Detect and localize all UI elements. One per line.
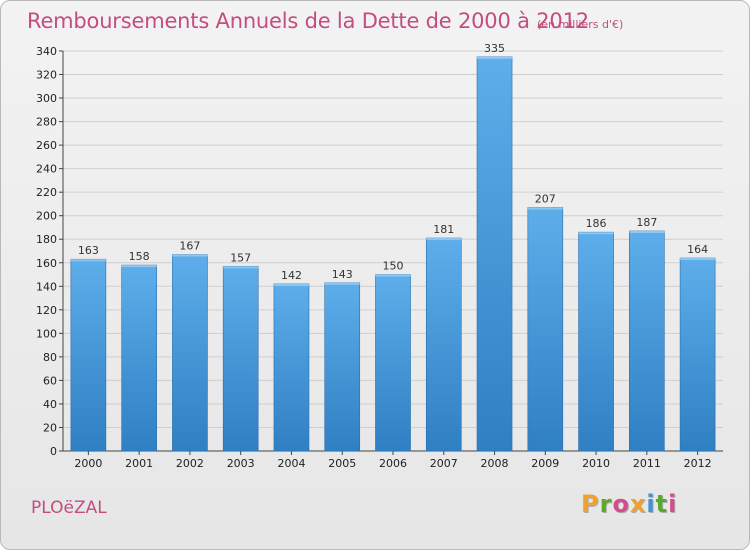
bar-2009 bbox=[527, 207, 564, 452]
bar-2001 bbox=[121, 264, 157, 452]
x-tick-label-2002: 2002 bbox=[176, 457, 204, 470]
bar-highlight-2003 bbox=[223, 266, 259, 269]
value-label-2005: 143 bbox=[332, 268, 353, 281]
y-tick-label: 160 bbox=[36, 257, 57, 270]
bar-2003 bbox=[222, 265, 259, 452]
brand-letter: o bbox=[612, 490, 630, 518]
bar-2002 bbox=[172, 254, 208, 452]
y-tick-label: 120 bbox=[36, 304, 57, 317]
value-label-2012: 164 bbox=[687, 243, 708, 256]
value-label-2003: 157 bbox=[230, 251, 251, 264]
brand-letter: r bbox=[599, 490, 613, 518]
bar-highlight-2010 bbox=[578, 232, 614, 235]
bar-2007 bbox=[425, 237, 462, 452]
y-tick-label: 320 bbox=[36, 69, 57, 82]
brand-letter: i bbox=[646, 490, 656, 518]
bar-2011 bbox=[629, 230, 665, 452]
y-tick-label: 140 bbox=[36, 280, 57, 293]
proxiti-logo: Proxiti bbox=[581, 490, 677, 518]
y-tick-label: 260 bbox=[36, 139, 57, 152]
y-tick-label: 20 bbox=[43, 421, 57, 434]
bar-highlight-2008 bbox=[477, 56, 513, 59]
brand-letter: i bbox=[668, 490, 678, 518]
bar-highlight-2011 bbox=[629, 231, 665, 233]
bar-highlight-2004 bbox=[273, 283, 309, 286]
value-label-2009: 207 bbox=[535, 192, 556, 205]
value-label-2008: 335 bbox=[484, 42, 505, 55]
y-tick-label: 40 bbox=[43, 398, 57, 411]
x-tick-label-2009: 2009 bbox=[531, 457, 559, 470]
bar-highlight-2009 bbox=[527, 207, 563, 210]
value-label-2000: 163 bbox=[78, 244, 99, 257]
brand-letter: P bbox=[581, 490, 600, 518]
x-tick-label-2010: 2010 bbox=[582, 457, 610, 470]
brand-letter: t bbox=[655, 490, 669, 518]
bar-highlight-2006 bbox=[375, 274, 411, 277]
value-label-2002: 167 bbox=[179, 240, 200, 253]
y-tick-label: 60 bbox=[43, 374, 57, 387]
x-tick-label-2005: 2005 bbox=[328, 457, 356, 470]
y-tick-label: 300 bbox=[36, 92, 57, 105]
bar-2012 bbox=[679, 257, 716, 452]
brand-letter: x bbox=[629, 490, 647, 518]
bar-highlight-2012 bbox=[680, 258, 716, 261]
value-label-2011: 187 bbox=[636, 216, 657, 229]
bar-highlight-2000 bbox=[70, 259, 106, 262]
bars bbox=[70, 56, 716, 452]
y-tick-label: 280 bbox=[36, 116, 57, 129]
bar-highlight-2001 bbox=[121, 265, 157, 268]
y-tick-label: 240 bbox=[36, 163, 57, 176]
labels: 0 20 40 60 80 100 120 140 160 180 200 220 240 260 280 3… bbox=[36, 42, 712, 470]
bar-highlight-2005 bbox=[324, 282, 360, 285]
y-tick-label: 180 bbox=[36, 233, 57, 246]
bar-2010 bbox=[578, 231, 614, 452]
commune-name: PLOëZAL bbox=[31, 498, 107, 518]
y-tick-label: 200 bbox=[36, 210, 57, 223]
y-tick-label: 220 bbox=[36, 186, 57, 199]
value-label-2007: 181 bbox=[433, 223, 454, 236]
bar-2000 bbox=[70, 258, 107, 452]
value-label-2004: 142 bbox=[281, 269, 302, 282]
bar-2006 bbox=[375, 274, 411, 452]
value-label-2006: 150 bbox=[383, 260, 404, 273]
value-label-2010: 186 bbox=[586, 217, 607, 230]
bar-highlight-2002 bbox=[172, 254, 208, 257]
chart-subtitle: (en milliers d'€) bbox=[537, 18, 624, 31]
x-tick-label-2011: 2011 bbox=[633, 457, 661, 470]
x-tick-label-2004: 2004 bbox=[277, 457, 305, 470]
x-tick-label-2001: 2001 bbox=[125, 457, 153, 470]
bar-2005 bbox=[324, 282, 361, 452]
chart-title: Remboursements Annuels de la Dette de 20… bbox=[27, 9, 589, 33]
value-label-2001: 158 bbox=[129, 250, 150, 263]
y-tick-label: 0 bbox=[50, 445, 57, 458]
bar-highlight-2007 bbox=[426, 238, 462, 241]
bar-2008 bbox=[476, 56, 513, 452]
y-tick-label: 80 bbox=[43, 351, 57, 364]
x-tick-label-2008: 2008 bbox=[481, 457, 509, 470]
x-tick-label-2007: 2007 bbox=[430, 457, 458, 470]
y-tick-label: 340 bbox=[36, 45, 57, 58]
bar-2004 bbox=[273, 283, 310, 452]
x-tick-label-2003: 2003 bbox=[227, 457, 255, 470]
y-tick-label: 100 bbox=[36, 327, 57, 340]
x-tick-label-2000: 2000 bbox=[74, 457, 102, 470]
x-tick-label-2006: 2006 bbox=[379, 457, 407, 470]
x-tick-label-2012: 2012 bbox=[684, 457, 712, 470]
